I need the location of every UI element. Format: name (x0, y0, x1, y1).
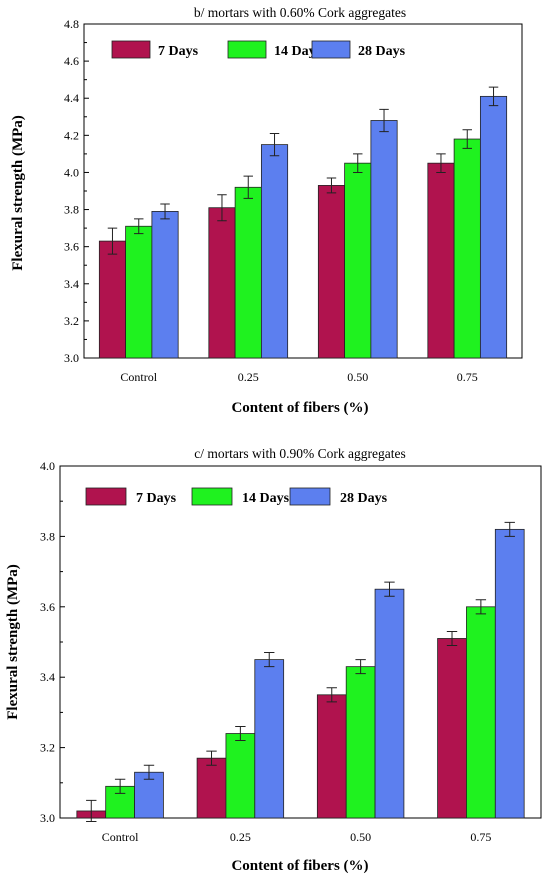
chart-c-bar (345, 666, 376, 819)
chart-c-error-bar (504, 521, 515, 537)
chart-b-y-tick-label: 3.0 (64, 351, 79, 365)
chart-b-legend-swatch (227, 40, 267, 59)
chart-c-bar (466, 606, 496, 819)
chart-c-error-bar (206, 750, 217, 766)
chart-b: b/ mortars with 0.60% Cork aggregates Fl… (10, 5, 523, 416)
chart-b-bar (317, 185, 346, 359)
chart-b-error-bar (326, 177, 337, 194)
chart-b-title: b/ mortars with 0.60% Cork aggregates (194, 5, 406, 20)
chart-b-error-bar (462, 129, 472, 149)
chart-b-error-bar (243, 175, 253, 199)
chart-c-bar (494, 528, 525, 819)
chart-c-bar (134, 771, 164, 819)
chart-c-error-bar (114, 778, 126, 794)
chart-c-y-tick-label: 3.6 (40, 600, 55, 614)
chart-c-bar (437, 638, 467, 819)
chart-b-y-tick-label: 3.2 (64, 314, 79, 328)
chart-c-error-bar (235, 725, 246, 742)
chart-b-bar (125, 225, 153, 359)
chart-c-y-tick-label: 3.4 (40, 670, 55, 684)
chart-c-bar (196, 757, 227, 819)
chart-b-bar (260, 144, 289, 359)
chart-c-x-tick-label: 0.25 (230, 830, 251, 844)
chart-c-bar (374, 588, 405, 819)
chart-c-x-axis-label: Content of fibers (%) (231, 858, 368, 874)
chart-b-bar (427, 162, 455, 359)
chart-c-error-bar (446, 630, 458, 647)
chart-b-y-tick-label: 3.8 (64, 203, 79, 217)
chart-c-y-axis-label: Flexural strength (MPa) (5, 564, 21, 720)
chart-c-y-tick-label: 3.8 (40, 529, 55, 543)
chart-b-x-tick-label: Control (120, 370, 157, 384)
chart-c-title: c/ mortars with 0.90% Cork aggregates (194, 446, 405, 461)
chart-b-y-tick-label: 4.8 (64, 17, 79, 31)
chart-b-y-tick-label: 4.6 (64, 54, 79, 68)
chart-c-x-tick-label: Control (102, 830, 139, 844)
chart-c: c/ mortars with 0.90% Cork aggregates Fl… (5, 446, 542, 874)
chart-c-legend-label: 28 Days (340, 491, 388, 506)
chart-b-bar (370, 120, 398, 359)
chart-c-error-bar (475, 599, 487, 615)
chart-c-bar (316, 694, 347, 819)
chart-c-bar (254, 659, 285, 819)
chart-c-bar (225, 733, 256, 819)
chart-b-x-tick-label: 0.25 (238, 370, 259, 384)
chart-c-y-tick-label: 4.0 (40, 459, 55, 473)
chart-c-error-bar (326, 687, 337, 703)
chart-b-y-tick-label: 4.0 (64, 165, 79, 179)
chart-b-x-axis-label: Content of fibers (%) (231, 400, 368, 416)
chart-c-legend-label: 14 Days (242, 491, 290, 506)
chart-b-error-bar (488, 86, 499, 107)
chart-b-y-tick-label: 4.2 (64, 128, 79, 142)
chart-b-y-tick-label: 3.4 (64, 277, 79, 291)
chart-c-error-bar (264, 652, 275, 668)
chart-c-legend-swatch (85, 487, 127, 506)
chart-b-y-axis-label: Flexural strength (MPa) (10, 115, 26, 271)
chart-b-error-bar (134, 218, 144, 235)
chart-b-bar (98, 240, 127, 359)
chart-b-x-tick-label: 0.50 (347, 370, 368, 384)
chart-c-error-bar (143, 764, 155, 780)
chart-c-legend-label: 7 Days (136, 491, 177, 506)
chart-b-plot-area: 3.0 3.2 3.4 3.6 3.8 4.0 4.2 4.4 4.6 4.8 Control 0.2… (64, 17, 523, 384)
chart-b-error-bar (436, 153, 446, 173)
chart-c-x-tick-label: 0.75 (470, 830, 491, 844)
chart-b-y-tick-label: 4.4 (64, 91, 79, 105)
chart-b-error-bar (379, 108, 389, 133)
chart-b-bar (479, 95, 508, 359)
chart-c-legend-swatch (289, 487, 331, 506)
chart-b-error-bar (107, 227, 118, 255)
chart-b-y-tick-label: 3.6 (64, 240, 79, 254)
chart-b-legend-label: 7 Days (158, 44, 199, 59)
chart-b-bar (453, 138, 481, 359)
chart-b-bar (208, 207, 236, 359)
chart-c-y-tick-label: 3.2 (40, 741, 55, 755)
chart-c-error-bar (384, 581, 395, 597)
chart-c-y-tick-label: 3.0 (40, 811, 55, 825)
chart-b-legend-label: 28 Days (358, 44, 406, 59)
chart-b-legend-swatch (111, 40, 151, 59)
chart-b-bar (344, 162, 372, 359)
chart-b-error-bar (217, 194, 227, 222)
chart-b-bar (151, 211, 179, 359)
chart-b-error-bar (269, 132, 280, 157)
chart-b-error-bar (160, 203, 170, 220)
chart-c-error-bar (86, 799, 97, 823)
chart-b-legend-swatch (311, 40, 351, 59)
chart-b-bar (234, 186, 262, 359)
chart-b-error-bar (353, 153, 363, 173)
chart-b-legend-label: 14 Days (274, 44, 322, 59)
chart-b-x-tick-label: 0.75 (457, 370, 478, 384)
chart-c-x-tick-label: 0.50 (350, 830, 371, 844)
chart-c-error-bar (355, 659, 366, 675)
chart-c-legend-swatch (191, 487, 233, 506)
chart-c-plot-area: 3.0 3.2 3.4 3.6 3.8 4.0 Control 0.25 0.50 0.75 7 D… (40, 459, 542, 844)
